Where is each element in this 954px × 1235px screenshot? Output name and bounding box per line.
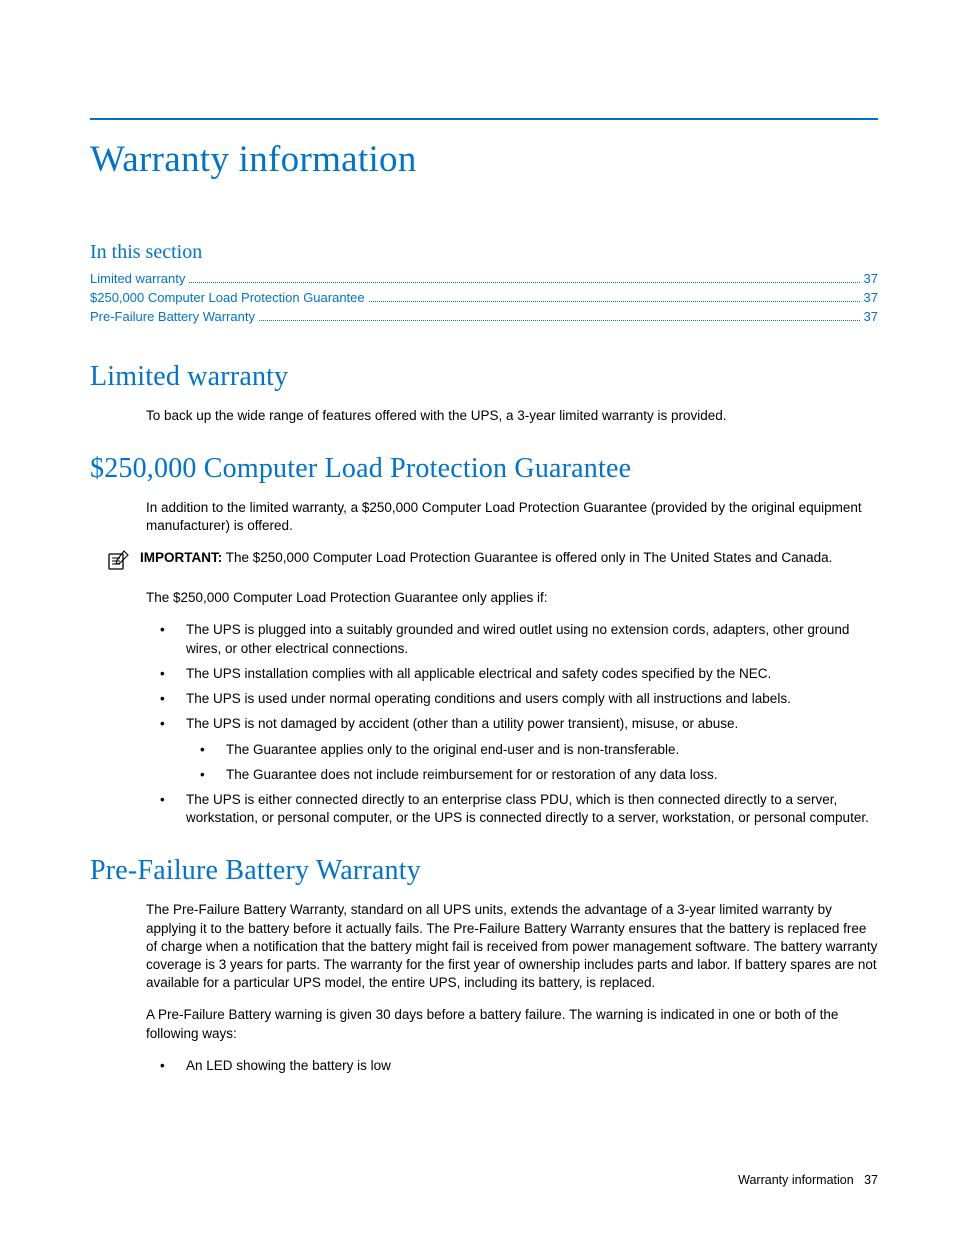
important-label: IMPORTANT: [140, 550, 222, 565]
bullet-item: The UPS is plugged into a suitably groun… [146, 621, 878, 657]
bullet-item: An LED showing the battery is low [146, 1057, 878, 1075]
page-title: Warranty information [90, 138, 878, 181]
bullet-text: The UPS is not damaged by accident (othe… [186, 716, 738, 731]
toc-item-page: 37 [864, 289, 878, 308]
toc: In this section Limited warranty 37 $250… [90, 241, 878, 327]
toc-item-page: 37 [864, 308, 878, 327]
document-page: Warranty information In this section Lim… [0, 0, 954, 1075]
toc-item[interactable]: $250,000 Computer Load Protection Guaran… [90, 289, 878, 308]
prefailure-p1: The Pre-Failure Battery Warranty, standa… [146, 901, 878, 992]
important-text: IMPORTANT: The $250,000 Computer Load Pr… [140, 549, 832, 567]
toc-dots [259, 309, 860, 321]
guarantee-applies-intro: The $250,000 Computer Load Protection Gu… [146, 589, 878, 607]
sub-bullet-item: The Guarantee does not include reimburse… [186, 766, 878, 784]
prefailure-bullets: An LED showing the battery is low [146, 1057, 878, 1075]
section-prefailure: Pre-Failure Battery Warranty The Pre-Fai… [90, 855, 878, 1075]
toc-item[interactable]: Pre-Failure Battery Warranty 37 [90, 308, 878, 327]
toc-item[interactable]: Limited warranty 37 [90, 270, 878, 289]
heading-guarantee: $250,000 Computer Load Protection Guaran… [90, 453, 878, 485]
heading-prefailure: Pre-Failure Battery Warranty [90, 855, 878, 887]
important-icon [108, 550, 130, 575]
toc-item-page: 37 [864, 270, 878, 289]
guarantee-intro: In addition to the limited warranty, a $… [146, 499, 878, 535]
page-footer: Warranty information 37 [738, 1173, 878, 1187]
bullet-item: The UPS installation complies with all a… [146, 665, 878, 683]
toc-item-label: Pre-Failure Battery Warranty [90, 308, 255, 327]
guarantee-bullets: The UPS is plugged into a suitably groun… [146, 621, 878, 827]
toc-dots [189, 271, 859, 283]
bullet-item: The UPS is used under normal operating c… [146, 690, 878, 708]
heading-limited: Limited warranty [90, 361, 878, 393]
toc-heading: In this section [90, 241, 878, 264]
prefailure-p2: A Pre-Failure Battery warning is given 3… [146, 1006, 878, 1042]
footer-page: 37 [864, 1173, 878, 1187]
footer-label: Warranty information [738, 1173, 854, 1187]
important-note: IMPORTANT: The $250,000 Computer Load Pr… [108, 549, 878, 575]
bullet-item: The UPS is not damaged by accident (othe… [146, 715, 878, 784]
top-rule [90, 118, 878, 120]
bullet-item: The UPS is either connected directly to … [146, 791, 878, 827]
sub-bullet-item: The Guarantee applies only to the origin… [186, 741, 878, 759]
toc-item-label: $250,000 Computer Load Protection Guaran… [90, 289, 365, 308]
important-body: The $250,000 Computer Load Protection Gu… [222, 550, 832, 565]
toc-dots [369, 290, 860, 302]
section-limited: Limited warranty To back up the wide ran… [90, 361, 878, 425]
section-guarantee: $250,000 Computer Load Protection Guaran… [90, 453, 878, 828]
toc-item-label: Limited warranty [90, 270, 185, 289]
body-limited: To back up the wide range of features of… [146, 407, 878, 425]
guarantee-sub-bullets: The Guarantee applies only to the origin… [186, 741, 878, 784]
